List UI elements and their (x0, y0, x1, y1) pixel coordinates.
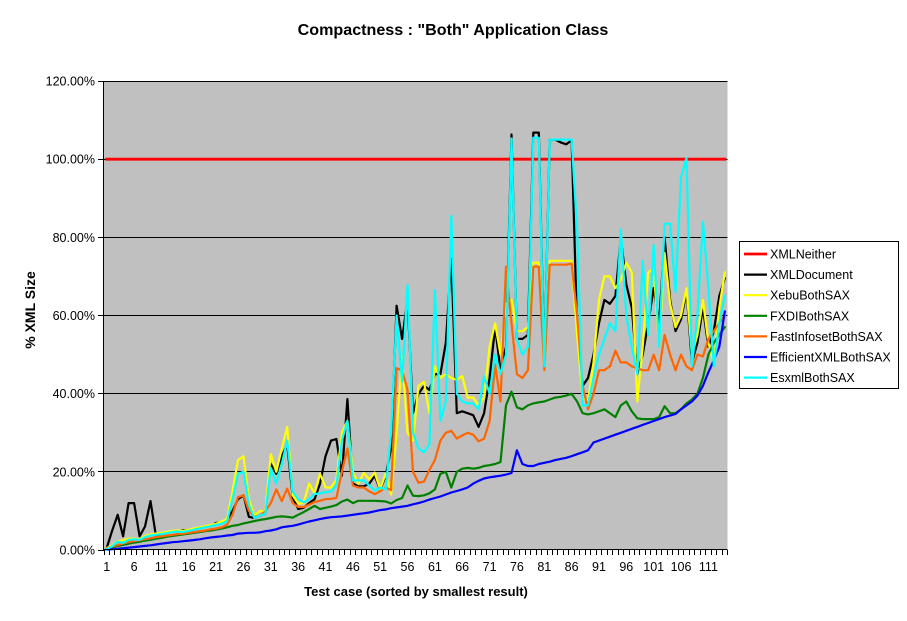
svg-text:16: 16 (182, 560, 196, 574)
svg-text:20.00%: 20.00% (53, 465, 95, 479)
svg-text:71: 71 (483, 560, 497, 574)
svg-text:21: 21 (209, 560, 223, 574)
svg-text:XMLDocument: XMLDocument (770, 268, 853, 282)
svg-text:Test case (sorted by smallest: Test case (sorted by smallest result) (304, 584, 528, 599)
svg-text:66: 66 (455, 560, 469, 574)
svg-text:86: 86 (565, 560, 579, 574)
svg-text:40.00%: 40.00% (53, 387, 95, 401)
svg-text:FXDIBothSAX: FXDIBothSAX (770, 309, 850, 323)
svg-text:56: 56 (401, 560, 415, 574)
svg-text:Compactness : "Both" Applicati: Compactness : "Both" Application Class (298, 21, 609, 39)
svg-text:11: 11 (155, 560, 168, 574)
svg-text:46: 46 (346, 560, 360, 574)
svg-text:51: 51 (373, 560, 387, 574)
svg-text:80.00%: 80.00% (53, 231, 95, 245)
svg-text:EfficientXMLBothSAX: EfficientXMLBothSAX (770, 351, 891, 365)
svg-text:XebuBothSAX: XebuBothSAX (770, 289, 851, 303)
svg-text:60.00%: 60.00% (53, 309, 95, 323)
svg-text:1: 1 (103, 560, 110, 574)
svg-text:100.00%: 100.00% (46, 153, 95, 167)
svg-text:EsxmlBothSAX: EsxmlBothSAX (770, 371, 855, 385)
svg-text:96: 96 (619, 560, 633, 574)
svg-text:0.00%: 0.00% (60, 544, 95, 558)
svg-text:106: 106 (671, 560, 692, 574)
svg-text:120.00%: 120.00% (46, 75, 95, 89)
svg-text:41: 41 (319, 560, 333, 574)
svg-text:XMLNeither: XMLNeither (770, 248, 836, 262)
svg-text:101: 101 (643, 560, 664, 574)
svg-text:76: 76 (510, 560, 524, 574)
svg-text:91: 91 (592, 560, 606, 574)
svg-text:26: 26 (237, 560, 251, 574)
svg-text:% XML Size: % XML Size (22, 271, 38, 349)
svg-text:FastInfosetBothSAX: FastInfosetBothSAX (770, 330, 883, 344)
svg-text:6: 6 (131, 560, 138, 574)
svg-text:31: 31 (264, 560, 278, 574)
svg-text:81: 81 (537, 560, 551, 574)
svg-text:111: 111 (699, 560, 718, 574)
svg-text:36: 36 (291, 560, 305, 574)
svg-text:61: 61 (428, 560, 442, 574)
